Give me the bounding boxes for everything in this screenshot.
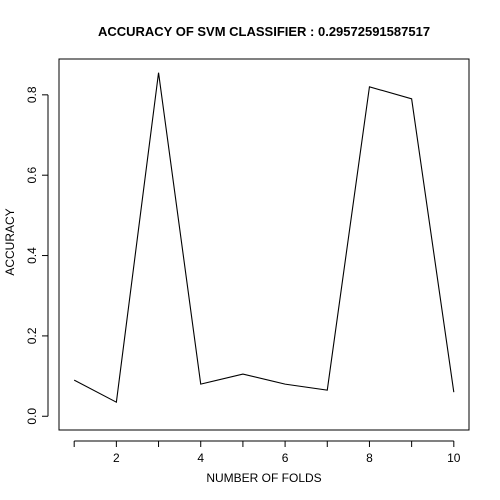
y-tick-label: 0.4 <box>25 247 39 264</box>
series-line <box>74 73 454 402</box>
x-tick-label: 4 <box>197 451 204 465</box>
chart-title: ACCURACY OF SVM CLASSIFIER : 0.295725915… <box>98 24 430 39</box>
plot-area: 2 4 6 8 10 0.0 0.2 0.4 0.6 0.8 <box>25 59 469 465</box>
x-tick-label: 8 <box>366 451 373 465</box>
y-tick-label: 0.8 <box>25 86 39 103</box>
y-axis-label: ACCURACY <box>3 208 17 275</box>
x-tick-label: 10 <box>447 451 461 465</box>
x-axis-label: NUMBER OF FOLDS <box>206 471 321 485</box>
x-tick-label: 2 <box>113 451 120 465</box>
plot-frame <box>59 59 469 430</box>
y-tick-label: 0.2 <box>25 327 39 344</box>
y-tick-label: 0.0 <box>25 408 39 425</box>
y-tick-label: 0.6 <box>25 167 39 184</box>
x-tick-label: 6 <box>282 451 289 465</box>
